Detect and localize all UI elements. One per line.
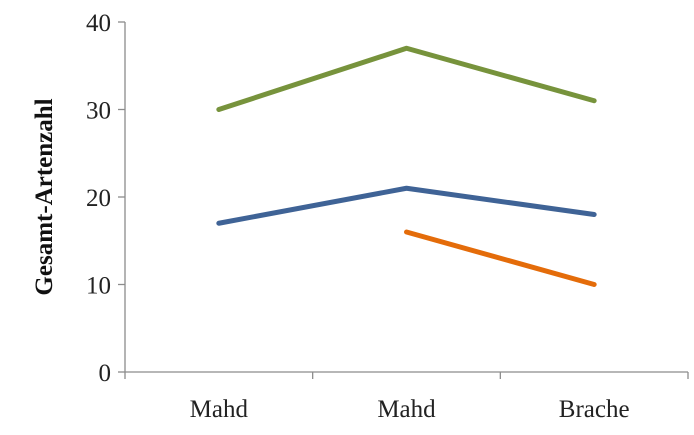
y-axis-title: Gesamt-Artenzahl xyxy=(31,98,58,295)
x-tick-label: Mahd xyxy=(377,396,436,423)
y-tick-label: 30 xyxy=(86,98,111,125)
y-tick-label: 10 xyxy=(86,273,111,300)
series-line-3 xyxy=(404,229,597,287)
series-line-2 xyxy=(216,185,597,226)
y-tick-label: 0 xyxy=(99,360,112,387)
y-tick-label: 40 xyxy=(86,10,111,37)
x-tick-label: Mahd xyxy=(190,396,249,423)
x-tick-label: Brache xyxy=(559,396,630,423)
series-line-1 xyxy=(216,45,597,112)
tick-labels: 0 10 20 30 40 Mahd Mahd Brache xyxy=(86,10,630,423)
y-tick-label: 20 xyxy=(86,185,111,212)
axes xyxy=(118,21,689,379)
series-group xyxy=(216,45,597,287)
